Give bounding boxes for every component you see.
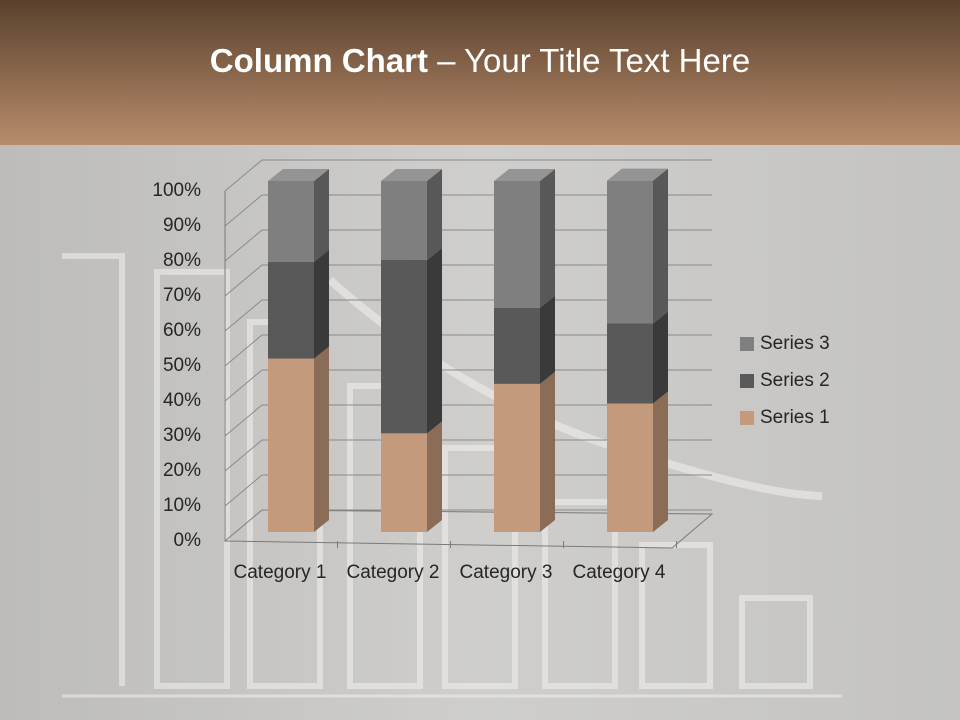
bar: [381, 259, 427, 434]
bar: [607, 403, 653, 532]
y-tick-label: 70%: [163, 285, 201, 306]
legend-label: Series 2: [760, 370, 830, 391]
grid-line: [224, 404, 712, 437]
grid-line: [224, 439, 712, 472]
legend-swatch: [740, 337, 754, 351]
bar-side: [314, 169, 329, 262]
bar-top: [268, 169, 329, 181]
grid-line: [224, 194, 712, 227]
grid-line: [224, 474, 712, 507]
bar: [607, 180, 653, 324]
y-tick-label: 40%: [163, 390, 201, 411]
bar-top: [494, 169, 555, 181]
grid-line: [224, 299, 712, 332]
grid-line: [224, 229, 712, 262]
bar-side: [314, 346, 329, 532]
bar-side: [540, 371, 555, 532]
x-tick-label: Category 2: [346, 562, 440, 583]
bar: [268, 261, 314, 359]
legend-label: Series 3: [760, 333, 830, 354]
bar-side: [427, 247, 442, 434]
y-tick-label: 60%: [163, 320, 201, 341]
title-band: [0, 0, 960, 145]
legend-swatch: [740, 411, 754, 425]
bar: [607, 323, 653, 404]
x-tick-label: Category 4: [572, 562, 666, 583]
grid-line: [224, 159, 712, 192]
bar-side: [653, 391, 668, 532]
grid-line: [224, 334, 712, 367]
bar: [494, 181, 540, 308]
bar-top: [607, 168, 668, 181]
bar-side: [653, 168, 668, 324]
grid-line: [224, 509, 712, 542]
bar: [381, 181, 427, 260]
bar: [381, 433, 427, 532]
bar-side: [653, 311, 668, 404]
y-tick-label: 10%: [163, 495, 201, 516]
bar-top: [381, 169, 442, 181]
title-rest: – Your Title Text Here: [437, 42, 750, 79]
y-tick-label: 0%: [174, 530, 202, 551]
x-tick-label: Category 3: [459, 562, 553, 583]
y-tick-label: 30%: [163, 425, 201, 446]
x-tick-label: Category 1: [233, 562, 327, 583]
y-tick-label: 20%: [163, 460, 201, 481]
bar-side: [540, 169, 555, 308]
bar-side: [427, 421, 442, 532]
bar: [268, 181, 314, 262]
legend-swatch: [740, 374, 754, 388]
bar-side: [540, 295, 555, 384]
y-tick-label: 100%: [152, 180, 201, 201]
legend-label: Series 1: [760, 407, 830, 428]
bar-side: [427, 169, 442, 260]
bar: [268, 358, 314, 532]
bar: [494, 307, 540, 384]
y-tick-label: 90%: [163, 215, 201, 236]
title-emphasis: Column Chart: [210, 42, 428, 79]
y-tick-label: 80%: [163, 250, 201, 271]
bar: [494, 383, 540, 532]
chart-title: Column Chart – Your Title Text Here: [210, 42, 750, 79]
y-tick-label: 50%: [163, 355, 201, 376]
bar-side: [314, 249, 329, 359]
grid-line: [224, 369, 712, 402]
grid-line: [224, 264, 712, 297]
